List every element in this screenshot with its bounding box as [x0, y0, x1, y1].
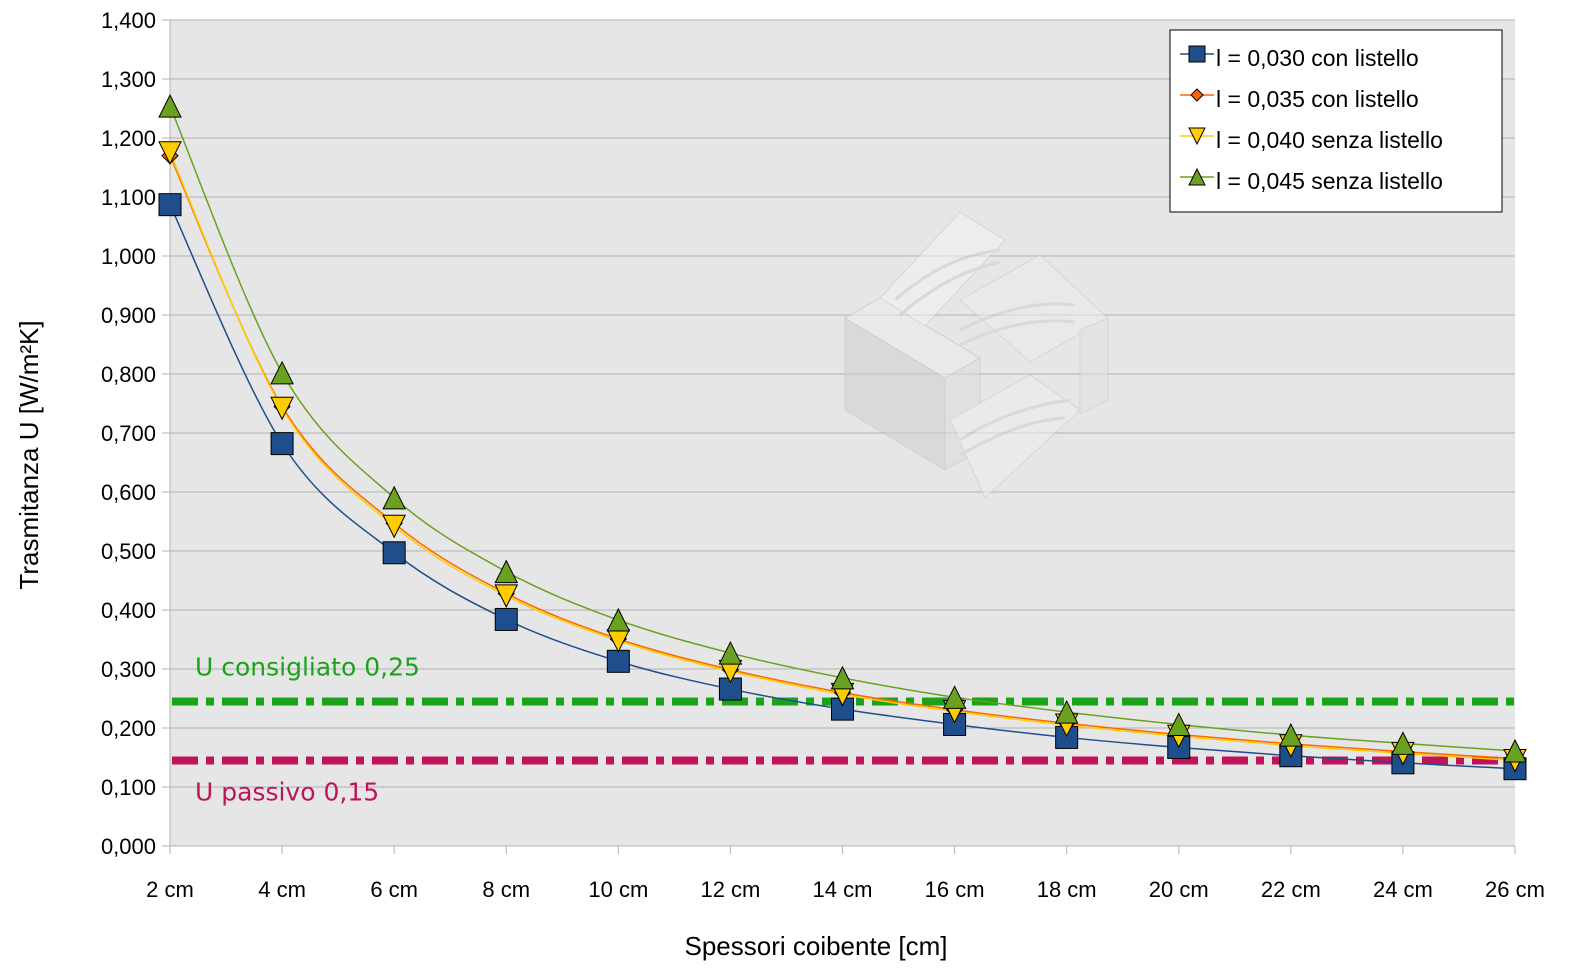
data-point — [382, 485, 406, 510]
series-group — [158, 94, 1527, 781]
data-point — [942, 685, 967, 709]
grid — [169, 19, 1515, 854]
data-point — [494, 607, 518, 631]
data-point — [158, 193, 182, 217]
legend-entry-label: l = 0,045 senza listello — [1216, 168, 1443, 194]
data-point — [1188, 127, 1206, 146]
data-point — [494, 584, 519, 608]
data-point — [382, 514, 406, 539]
data-point — [270, 360, 294, 385]
y-axis-label: Trasmitanza U [W/m²K] — [14, 320, 44, 589]
x-tick-label: 26 cm — [1485, 877, 1545, 902]
reference-line-label: U consigliato 0,25 — [195, 652, 420, 681]
reference-line-label: U passivo 0,15 — [195, 777, 379, 806]
y-tick-label: 1,300 — [101, 67, 156, 92]
x-tick-label: 24 cm — [1373, 877, 1433, 902]
data-point — [606, 649, 630, 673]
data-point — [158, 94, 182, 118]
y-axis-ticks: 0,000 0,100 0,200 0,300 0,400 0,500 0,600 0,700… — [101, 8, 170, 859]
data-point — [270, 432, 294, 456]
x-tick-label: 6 cm — [370, 877, 418, 902]
y-tick-label: 1,000 — [101, 244, 156, 269]
legend-entry-label: l = 0,040 senza listello — [1216, 127, 1443, 153]
y-tick-label: 0,300 — [101, 657, 156, 682]
y-tick-label: 0,100 — [101, 775, 156, 800]
data-point — [1188, 45, 1206, 63]
x-tick-label: 16 cm — [925, 877, 985, 902]
data-point — [1279, 722, 1303, 747]
x-axis-label: Spessori coibente [cm] — [684, 931, 947, 961]
legend-box — [1169, 29, 1503, 213]
legend-entry-label: l = 0,030 con listello — [1216, 45, 1419, 71]
x-tick-label: 10 cm — [588, 877, 648, 902]
data-point — [1166, 712, 1191, 736]
x-tick-label: 12 cm — [700, 877, 760, 902]
y-tick-label: 0,500 — [101, 539, 156, 564]
y-tick-label: 0,000 — [101, 834, 156, 859]
y-tick-label: 1,400 — [101, 8, 156, 33]
y-tick-label: 0,600 — [101, 480, 156, 505]
x-tick-label: 22 cm — [1261, 877, 1321, 902]
data-point — [1503, 738, 1527, 763]
y-tick-label: 1,100 — [101, 185, 156, 210]
y-tick-label: 0,200 — [101, 716, 156, 741]
legend: l = 0,030 con listello l = 0,035 con list… — [1169, 29, 1503, 213]
data-point — [830, 665, 855, 690]
x-tick-label: 14 cm — [813, 877, 873, 902]
data-point — [1188, 167, 1206, 186]
data-point — [270, 396, 294, 421]
data-point — [1190, 88, 1204, 102]
y-tick-label: 1,200 — [101, 126, 156, 151]
data-point — [1054, 699, 1079, 724]
data-point — [494, 559, 519, 584]
data-point — [158, 141, 182, 165]
data-point — [606, 607, 631, 632]
data-point — [1391, 731, 1415, 755]
data-point — [718, 640, 743, 665]
y-tick-label: 0,400 — [101, 598, 156, 623]
legend-entry-label: l = 0,035 con listello — [1216, 86, 1419, 112]
x-tick-label: 4 cm — [258, 877, 306, 902]
data-point — [382, 541, 406, 565]
insulation-panel-icon — [844, 211, 1109, 499]
x-tick-label: 8 cm — [482, 877, 530, 902]
y-tick-label: 0,700 — [101, 421, 156, 446]
y-tick-label: 0,900 — [101, 303, 156, 328]
x-tick-label: 2 cm — [146, 877, 194, 902]
x-tick-label: 18 cm — [1037, 877, 1097, 902]
x-tick-label: 20 cm — [1149, 877, 1209, 902]
y-tick-label: 0,800 — [101, 362, 156, 387]
x-axis-ticks: 2 cm 4 cm 6 cm 8 cm 10 cm 12 cm 14 cm 16 cm 18 c… — [146, 846, 1545, 902]
